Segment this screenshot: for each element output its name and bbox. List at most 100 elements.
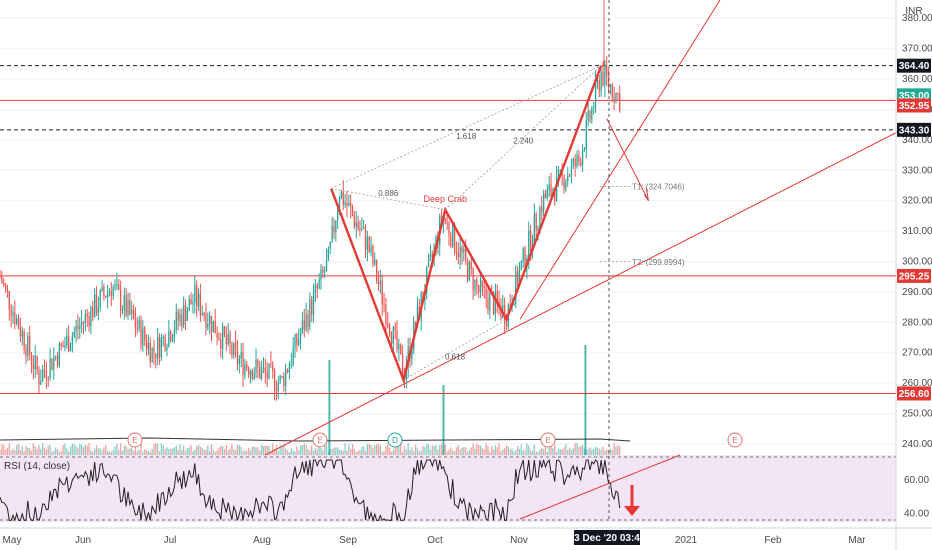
- candle-body: [474, 279, 476, 291]
- candle-body: [312, 292, 315, 315]
- candle-body: [145, 340, 148, 350]
- candle-body: [264, 367, 266, 373]
- candle-body: [64, 345, 66, 348]
- volume-bar: [264, 445, 266, 455]
- volume-bar: [388, 447, 391, 455]
- volume-bar: [23, 451, 25, 455]
- volume-bar: [303, 443, 305, 455]
- candle-body: [110, 290, 112, 297]
- harmonic-pattern[interactable]: 0.886 1.618 2.240 0.618 Deep Crab: [330, 0, 605, 385]
- currency-label: INR: [905, 6, 922, 17]
- fib-connector: [331, 65, 602, 189]
- volume-bar: [242, 450, 244, 455]
- candle-body: [259, 366, 261, 379]
- volume-bar: [550, 445, 552, 455]
- candle-body: [448, 223, 450, 236]
- volume-bar: [494, 445, 497, 455]
- candle-body: [99, 290, 101, 308]
- volume-bar: [357, 450, 359, 455]
- candle-body: [88, 316, 90, 327]
- candle-body: [587, 111, 589, 121]
- candle-body: [194, 285, 196, 303]
- candle-body: [25, 348, 27, 356]
- volume-bar: [316, 449, 318, 455]
- support-trendline[interactable]: [264, 130, 901, 456]
- candle-body: [585, 120, 587, 149]
- volume-bar: [49, 444, 51, 455]
- volume-bar: [199, 446, 202, 455]
- volume-bar: [413, 451, 415, 455]
- volume-bar: [580, 445, 582, 455]
- fib-ratio-label: 1.618: [456, 132, 477, 141]
- volume-bar: [220, 445, 222, 455]
- event-badge-icon: [727, 432, 743, 448]
- volume-bar: [422, 445, 424, 455]
- candle-body: [262, 367, 265, 369]
- volume-bar: [392, 450, 394, 455]
- candle-body: [617, 92, 619, 95]
- candle-body: [273, 370, 276, 391]
- volume-bar: [238, 445, 240, 455]
- volume-bar: [420, 450, 422, 455]
- candle-body: [414, 321, 417, 328]
- candle-body: [240, 352, 242, 359]
- volume-bar: [468, 450, 471, 455]
- volume-bar: [340, 450, 343, 455]
- candle-body: [524, 248, 526, 268]
- candle-body: [242, 352, 244, 375]
- volume-bar: [381, 451, 383, 455]
- volume-bar: [502, 449, 504, 455]
- volume-bar: [173, 447, 176, 455]
- price-tick: 240.00: [902, 439, 932, 450]
- channel-trendline[interactable]: [519, 0, 721, 320]
- volume-bar: [403, 445, 406, 455]
- trendlines[interactable]: [264, 0, 901, 456]
- volume-bar: [611, 449, 613, 455]
- volume-bar: [214, 451, 216, 455]
- volume-bar: [405, 449, 407, 455]
- volume-bar: [288, 451, 291, 455]
- candle-body: [361, 228, 363, 231]
- candle-body: [516, 271, 519, 286]
- candle-body: [170, 331, 172, 342]
- volume-bar: [307, 448, 309, 455]
- volume-bar: [619, 446, 621, 455]
- horizontal-levels[interactable]: [0, 65, 896, 394]
- candle-body: [450, 235, 452, 247]
- candle-body: [309, 299, 311, 327]
- volume-bar: [466, 451, 469, 455]
- candle-body: [203, 313, 205, 315]
- candle-body: [71, 336, 74, 346]
- candle-body: [320, 268, 322, 280]
- volume-bar: [93, 448, 96, 455]
- candle-body: [362, 227, 365, 229]
- pattern-name: Deep Crab: [424, 194, 468, 204]
- candle-body: [138, 319, 140, 329]
- volume-bar: [418, 451, 420, 455]
- volume-bar: [259, 450, 261, 455]
- candle-body: [357, 222, 359, 229]
- candle-body: [236, 348, 239, 364]
- candle-body: [537, 227, 539, 230]
- volume-bar: [64, 443, 66, 455]
- volume-bar: [359, 450, 361, 455]
- candle-body: [609, 84, 612, 87]
- candle-body: [340, 191, 343, 199]
- candle-body: [136, 327, 138, 329]
- volume-bar: [66, 448, 68, 455]
- volume-bar: [221, 446, 224, 455]
- volume-bar: [119, 443, 122, 455]
- candle-body: [392, 326, 394, 344]
- candle-body: [611, 84, 613, 99]
- candle-body: [134, 318, 137, 328]
- candle-body: [0, 276, 1, 278]
- price-tick: 380.00: [902, 13, 932, 24]
- candle-body: [331, 225, 333, 242]
- fib-ratio-label: 2.240: [513, 137, 534, 146]
- candle-body: [27, 335, 29, 356]
- volume-bar: [518, 448, 521, 455]
- volume-bar: [529, 450, 532, 455]
- candle-body: [14, 312, 16, 324]
- volume-bar: [487, 446, 489, 455]
